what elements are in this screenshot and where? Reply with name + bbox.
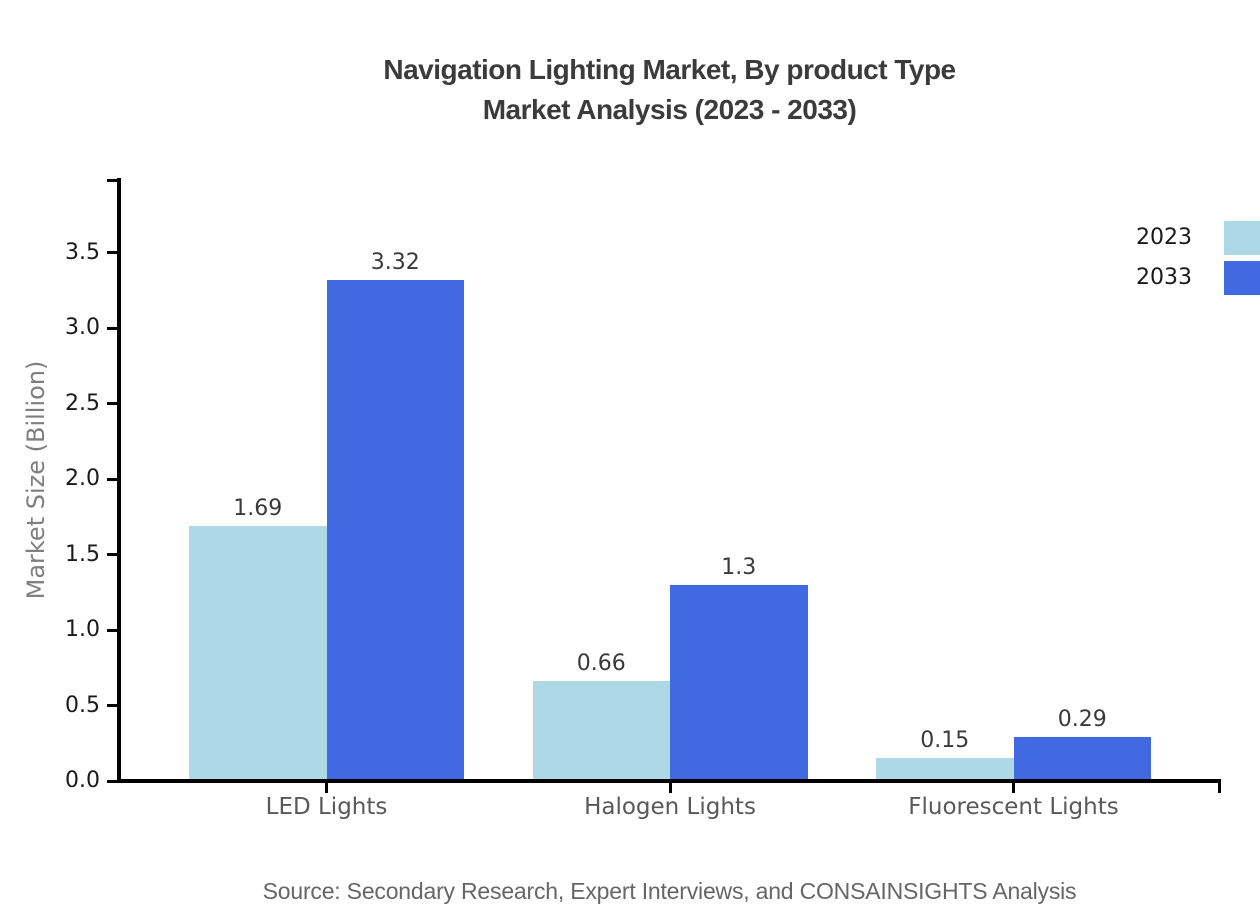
chart-title-line2: Market Analysis (2023 - 2033) [482, 94, 857, 125]
bar-2033-halogen-lights [670, 584, 808, 781]
chart-title-line1: Navigation Lighting Market, By product T… [383, 54, 956, 85]
y-tick [107, 779, 118, 783]
y-tick-label: 1.5 [65, 541, 100, 567]
y-tick-label: 2.5 [65, 390, 100, 416]
legend-swatch-2023 [1224, 221, 1260, 255]
y-tick-label: 0.5 [65, 692, 100, 718]
legend-swatch-2033 [1224, 261, 1260, 295]
y-axis-spine [117, 178, 121, 783]
y-tick-label: 0.0 [65, 768, 100, 793]
bar-value-2033-halogen-lights: 1.3 [721, 554, 757, 580]
bar-2033-led-lights [326, 279, 464, 781]
bar-value-2023-led-lights: 1.69 [233, 495, 283, 521]
category-label-led-lights: LED Lights [265, 794, 388, 820]
legend-label-2023: 2023 [1136, 225, 1192, 250]
y-tick-label: 3.5 [65, 239, 100, 265]
source-note: Source: Secondary Research, Expert Inter… [262, 878, 1077, 904]
y-axis-end-tick [107, 178, 118, 182]
y-tick [107, 326, 118, 330]
y-tick-label: 1.0 [65, 617, 100, 643]
x-tick-halogen-lights [668, 782, 672, 793]
bar-2023-halogen-lights [532, 681, 670, 781]
bar-value-2023-fluorescent-lights: 0.15 [920, 728, 970, 754]
y-tick-label: 2.0 [65, 466, 100, 492]
category-label-halogen-lights: Halogen Lights [584, 794, 756, 820]
bar-value-2023-halogen-lights: 0.66 [576, 651, 626, 677]
x-tick-fluorescent-lights [1012, 782, 1015, 793]
y-tick [107, 402, 118, 406]
category-label-fluorescent-lights: Fluorescent Lights [908, 794, 1119, 820]
y-tick [107, 628, 118, 632]
x-tick-led-lights [325, 782, 328, 793]
y-tick [107, 553, 118, 557]
x-axis-spine [117, 779, 1221, 783]
chart-title: Navigation Lighting Market, By product T… [118, 50, 1221, 130]
bar-value-2033-led-lights: 3.32 [370, 249, 420, 275]
bar-2023-led-lights [189, 525, 327, 781]
bar-2033-fluorescent-lights [1013, 737, 1151, 781]
y-tick [107, 704, 118, 708]
bar-2023-fluorescent-lights [876, 758, 1014, 781]
x-axis-end-tick [1218, 782, 1221, 793]
y-tick-label: 3.0 [65, 315, 100, 341]
y-tick [107, 477, 118, 481]
y-tick [107, 251, 118, 255]
legend-label-2033: 2033 [1136, 265, 1192, 290]
bar-value-2033-fluorescent-lights: 0.29 [1057, 707, 1107, 733]
